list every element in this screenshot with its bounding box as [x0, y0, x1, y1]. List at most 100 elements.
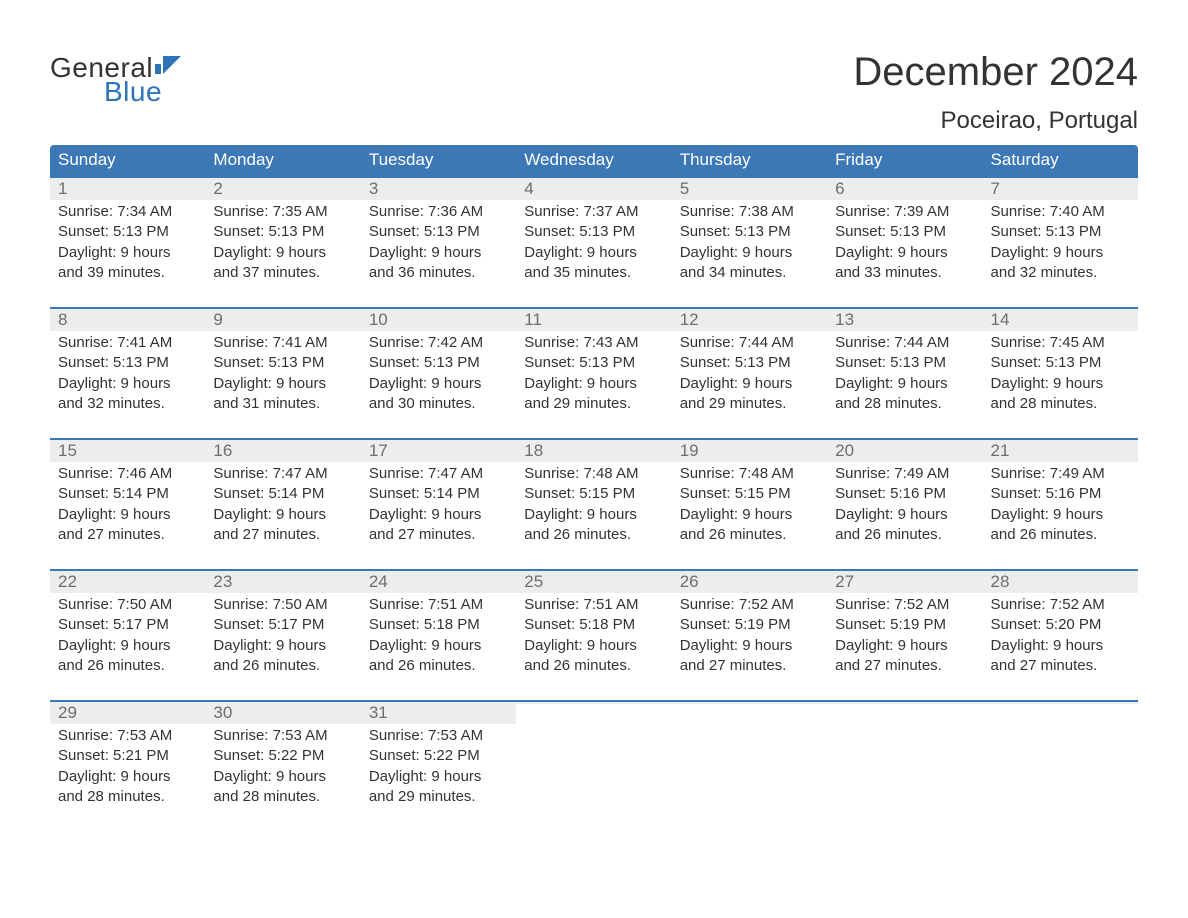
day-number: 21 — [983, 440, 1138, 462]
day-line: Sunrise: 7:53 AM — [58, 726, 197, 746]
day-line: Daylight: 9 hours — [680, 374, 819, 394]
day-number: 3 — [361, 178, 516, 200]
day-number: 10 — [361, 309, 516, 331]
day-number: 24 — [361, 571, 516, 593]
page-header: General Blue December 2024 Poceirao, Por… — [50, 50, 1138, 135]
day-line: Sunset: 5:19 PM — [835, 615, 974, 635]
day-number-band: 7 — [983, 178, 1138, 200]
title-block: December 2024 Poceirao, Portugal — [853, 50, 1138, 135]
day-number-band: 14 — [983, 309, 1138, 331]
day-line: and 28 minutes. — [991, 394, 1130, 414]
day-number: 7 — [983, 178, 1138, 200]
day-line: Daylight: 9 hours — [369, 636, 508, 656]
day-number-band: 24 — [361, 571, 516, 593]
day-line: Daylight: 9 hours — [213, 374, 352, 394]
day-cell: 1Sunrise: 7:34 AMSunset: 5:13 PMDaylight… — [50, 178, 205, 293]
weekday-header: Friday — [827, 145, 982, 176]
day-line: Sunset: 5:13 PM — [58, 353, 197, 373]
day-cell — [827, 702, 982, 817]
day-number: 20 — [827, 440, 982, 462]
day-number: 5 — [672, 178, 827, 200]
day-number: 29 — [50, 702, 205, 724]
day-body: Sunrise: 7:52 AMSunset: 5:20 PMDaylight:… — [983, 593, 1138, 676]
day-line: Daylight: 9 hours — [369, 374, 508, 394]
day-number-band: 19 — [672, 440, 827, 462]
calendar-grid: Sunday Monday Tuesday Wednesday Thursday… — [50, 145, 1138, 817]
day-body: Sunrise: 7:40 AMSunset: 5:13 PMDaylight:… — [983, 200, 1138, 283]
day-line: Sunset: 5:13 PM — [835, 222, 974, 242]
day-number-band: 20 — [827, 440, 982, 462]
day-cell: 5Sunrise: 7:38 AMSunset: 5:13 PMDaylight… — [672, 178, 827, 293]
day-line: Sunset: 5:13 PM — [524, 353, 663, 373]
day-line: Sunset: 5:13 PM — [680, 222, 819, 242]
day-body: Sunrise: 7:48 AMSunset: 5:15 PMDaylight:… — [516, 462, 671, 545]
day-line: Daylight: 9 hours — [524, 374, 663, 394]
day-line: Daylight: 9 hours — [991, 505, 1130, 525]
day-cell: 6Sunrise: 7:39 AMSunset: 5:13 PMDaylight… — [827, 178, 982, 293]
day-line: Sunset: 5:16 PM — [835, 484, 974, 504]
day-body: Sunrise: 7:44 AMSunset: 5:13 PMDaylight:… — [672, 331, 827, 414]
day-body: Sunrise: 7:43 AMSunset: 5:13 PMDaylight:… — [516, 331, 671, 414]
day-cell: 4Sunrise: 7:37 AMSunset: 5:13 PMDaylight… — [516, 178, 671, 293]
day-number-band: 28 — [983, 571, 1138, 593]
day-line: Sunrise: 7:50 AM — [58, 595, 197, 615]
day-body: Sunrise: 7:41 AMSunset: 5:13 PMDaylight:… — [50, 331, 205, 414]
day-number-band: 2 — [205, 178, 360, 200]
day-line: and 32 minutes. — [991, 263, 1130, 283]
day-cell — [672, 702, 827, 817]
day-line: Daylight: 9 hours — [524, 243, 663, 263]
weekday-header: Sunday — [50, 145, 205, 176]
day-cell: 3Sunrise: 7:36 AMSunset: 5:13 PMDaylight… — [361, 178, 516, 293]
day-number-band — [672, 702, 827, 704]
day-line: Sunrise: 7:41 AM — [58, 333, 197, 353]
day-cell — [516, 702, 671, 817]
day-number-band: 9 — [205, 309, 360, 331]
day-line: Daylight: 9 hours — [835, 243, 974, 263]
day-line: Sunrise: 7:52 AM — [835, 595, 974, 615]
day-body: Sunrise: 7:35 AMSunset: 5:13 PMDaylight:… — [205, 200, 360, 283]
day-line: Sunrise: 7:52 AM — [680, 595, 819, 615]
week-row: 15Sunrise: 7:46 AMSunset: 5:14 PMDayligh… — [50, 438, 1138, 555]
day-line: and 26 minutes. — [213, 656, 352, 676]
day-line: Daylight: 9 hours — [213, 243, 352, 263]
day-line: and 27 minutes. — [58, 525, 197, 545]
day-number: 6 — [827, 178, 982, 200]
day-line: Sunset: 5:21 PM — [58, 746, 197, 766]
day-cell: 30Sunrise: 7:53 AMSunset: 5:22 PMDayligh… — [205, 702, 360, 817]
day-line: Sunset: 5:20 PM — [991, 615, 1130, 635]
day-cell: 9Sunrise: 7:41 AMSunset: 5:13 PMDaylight… — [205, 309, 360, 424]
day-line: Sunrise: 7:41 AM — [213, 333, 352, 353]
day-line: and 27 minutes. — [835, 656, 974, 676]
day-line: and 27 minutes. — [369, 525, 508, 545]
day-cell: 24Sunrise: 7:51 AMSunset: 5:18 PMDayligh… — [361, 571, 516, 686]
day-line: Sunset: 5:13 PM — [213, 353, 352, 373]
day-line: Sunset: 5:13 PM — [213, 222, 352, 242]
day-line: and 32 minutes. — [58, 394, 197, 414]
day-line: Sunset: 5:17 PM — [58, 615, 197, 635]
day-body: Sunrise: 7:52 AMSunset: 5:19 PMDaylight:… — [827, 593, 982, 676]
day-number-band: 11 — [516, 309, 671, 331]
day-cell: 21Sunrise: 7:49 AMSunset: 5:16 PMDayligh… — [983, 440, 1138, 555]
month-title: December 2024 — [853, 50, 1138, 95]
day-number: 25 — [516, 571, 671, 593]
day-number: 1 — [50, 178, 205, 200]
day-line: Sunset: 5:17 PM — [213, 615, 352, 635]
day-line: Sunrise: 7:47 AM — [213, 464, 352, 484]
day-line: and 34 minutes. — [680, 263, 819, 283]
day-cell: 15Sunrise: 7:46 AMSunset: 5:14 PMDayligh… — [50, 440, 205, 555]
day-line: and 26 minutes. — [58, 656, 197, 676]
day-line: Sunset: 5:22 PM — [213, 746, 352, 766]
day-cell: 10Sunrise: 7:42 AMSunset: 5:13 PMDayligh… — [361, 309, 516, 424]
day-body: Sunrise: 7:44 AMSunset: 5:13 PMDaylight:… — [827, 331, 982, 414]
day-line: Daylight: 9 hours — [369, 505, 508, 525]
day-number: 2 — [205, 178, 360, 200]
day-cell: 27Sunrise: 7:52 AMSunset: 5:19 PMDayligh… — [827, 571, 982, 686]
day-body: Sunrise: 7:51 AMSunset: 5:18 PMDaylight:… — [516, 593, 671, 676]
day-line: Daylight: 9 hours — [680, 243, 819, 263]
day-line: and 27 minutes. — [991, 656, 1130, 676]
day-body: Sunrise: 7:36 AMSunset: 5:13 PMDaylight:… — [361, 200, 516, 283]
day-line: Daylight: 9 hours — [369, 243, 508, 263]
day-line: Sunrise: 7:44 AM — [835, 333, 974, 353]
day-body: Sunrise: 7:51 AMSunset: 5:18 PMDaylight:… — [361, 593, 516, 676]
day-line: and 27 minutes. — [213, 525, 352, 545]
